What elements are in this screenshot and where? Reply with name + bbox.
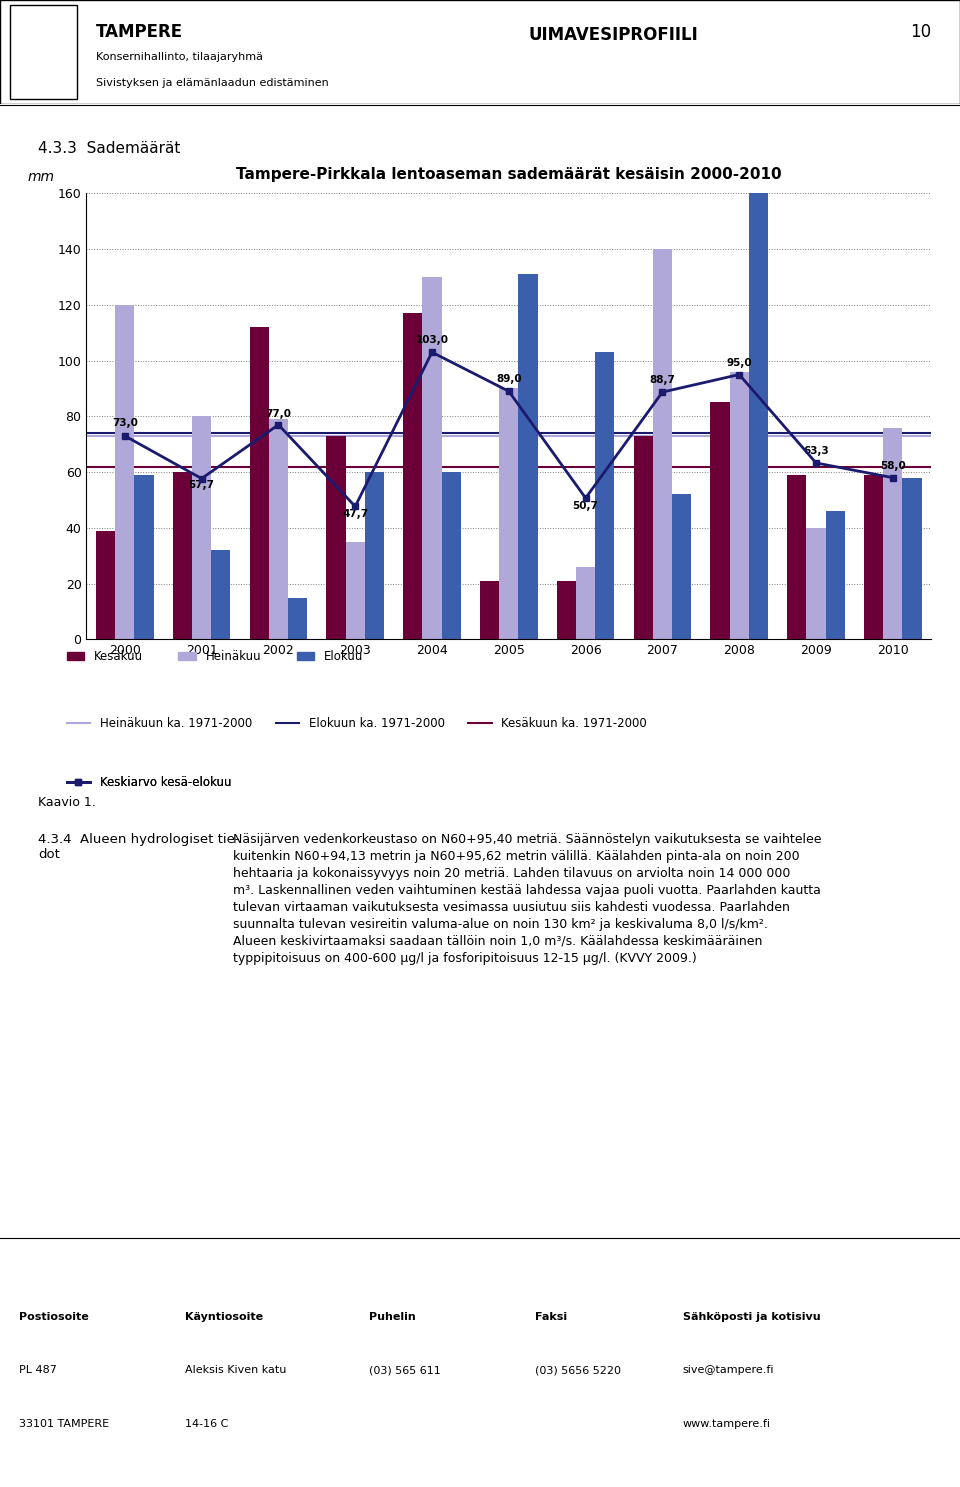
Text: sive@tampere.fi: sive@tampere.fi — [683, 1365, 775, 1375]
Text: 33101 TAMPERE: 33101 TAMPERE — [19, 1419, 109, 1429]
Bar — [576, 567, 595, 639]
Bar — [96, 531, 115, 639]
Text: 4.3.3  Sademäärät: 4.3.3 Sademäärät — [38, 141, 180, 156]
Text: Sähköposti ja kotisivu: Sähköposti ja kotisivu — [683, 1312, 821, 1322]
Bar — [365, 473, 384, 639]
Bar — [211, 550, 230, 639]
Text: 103,0: 103,0 — [416, 335, 448, 345]
Bar — [883, 428, 902, 639]
Bar — [115, 305, 134, 639]
Bar — [10, 4, 77, 98]
Text: 63,3: 63,3 — [804, 446, 828, 457]
Text: 10: 10 — [910, 22, 931, 42]
Bar — [806, 528, 826, 639]
Bar — [250, 327, 269, 639]
Text: 47,7: 47,7 — [342, 509, 369, 519]
Bar — [403, 314, 422, 639]
Text: Kaavio 1.: Kaavio 1. — [38, 797, 96, 809]
Text: www.tampere.fi: www.tampere.fi — [683, 1419, 771, 1429]
Bar — [864, 474, 883, 639]
Text: Sivistyksen ja elämänlaadun edistäminen: Sivistyksen ja elämänlaadun edistäminen — [96, 77, 328, 88]
Bar — [192, 416, 211, 639]
Text: Faksi: Faksi — [536, 1312, 567, 1322]
Text: 50,7: 50,7 — [573, 501, 598, 510]
Bar — [902, 477, 922, 639]
Bar — [173, 473, 192, 639]
Text: 89,0: 89,0 — [496, 375, 521, 384]
Text: TAMPERE: TAMPERE — [96, 22, 183, 42]
Text: mm: mm — [27, 171, 55, 184]
Bar — [499, 388, 518, 639]
Text: 77,0: 77,0 — [265, 409, 292, 419]
Bar — [480, 581, 499, 639]
Bar — [730, 372, 749, 639]
Legend: Keskiarvo kesä-elokuu: Keskiarvo kesä-elokuu — [62, 772, 236, 794]
Bar — [634, 436, 653, 639]
Text: PL 487: PL 487 — [19, 1365, 57, 1375]
Bar — [826, 512, 845, 639]
Text: Näsijärven vedenkorkeustaso on N60+95,40 metriä. Säännöstelyn vaikutuksesta se v: Näsijärven vedenkorkeustaso on N60+95,40… — [232, 833, 821, 965]
Bar — [787, 474, 806, 639]
Text: Aleksis Kiven katu: Aleksis Kiven katu — [185, 1365, 286, 1375]
Bar — [134, 474, 154, 639]
Bar — [518, 274, 538, 639]
Bar — [288, 598, 307, 639]
Bar — [422, 277, 442, 639]
Text: 58,0: 58,0 — [880, 461, 905, 471]
Bar — [672, 495, 691, 639]
Text: 73,0: 73,0 — [112, 418, 137, 428]
Text: 14-16 C: 14-16 C — [185, 1419, 228, 1429]
Title: Tampere-Pirkkala lentoaseman sademäärät kesäisin 2000-2010: Tampere-Pirkkala lentoaseman sademäärät … — [236, 168, 781, 183]
Text: 95,0: 95,0 — [727, 357, 752, 367]
Text: Konsernihallinto, tilaajaryhmä: Konsernihallinto, tilaajaryhmä — [96, 52, 263, 62]
Bar — [269, 419, 288, 639]
Text: 57,7: 57,7 — [188, 480, 215, 489]
Bar — [442, 473, 461, 639]
Text: 88,7: 88,7 — [650, 375, 675, 385]
Bar — [749, 193, 768, 639]
Text: Käyntiosoite: Käyntiosoite — [185, 1312, 263, 1322]
Bar — [326, 436, 346, 639]
Text: Puhelin: Puhelin — [370, 1312, 416, 1322]
Bar — [346, 541, 365, 639]
Bar — [710, 403, 730, 639]
Text: UIMAVESIPROFIILI: UIMAVESIPROFIILI — [528, 27, 698, 45]
Bar — [595, 352, 614, 639]
Text: 4.3.4  Alueen hydrologiset tie-
dot: 4.3.4 Alueen hydrologiset tie- dot — [38, 833, 240, 861]
Bar — [557, 581, 576, 639]
Text: Postiosoite: Postiosoite — [19, 1312, 89, 1322]
Text: (03) 565 611: (03) 565 611 — [370, 1365, 442, 1375]
Bar — [653, 250, 672, 639]
Text: (03) 5656 5220: (03) 5656 5220 — [536, 1365, 621, 1375]
